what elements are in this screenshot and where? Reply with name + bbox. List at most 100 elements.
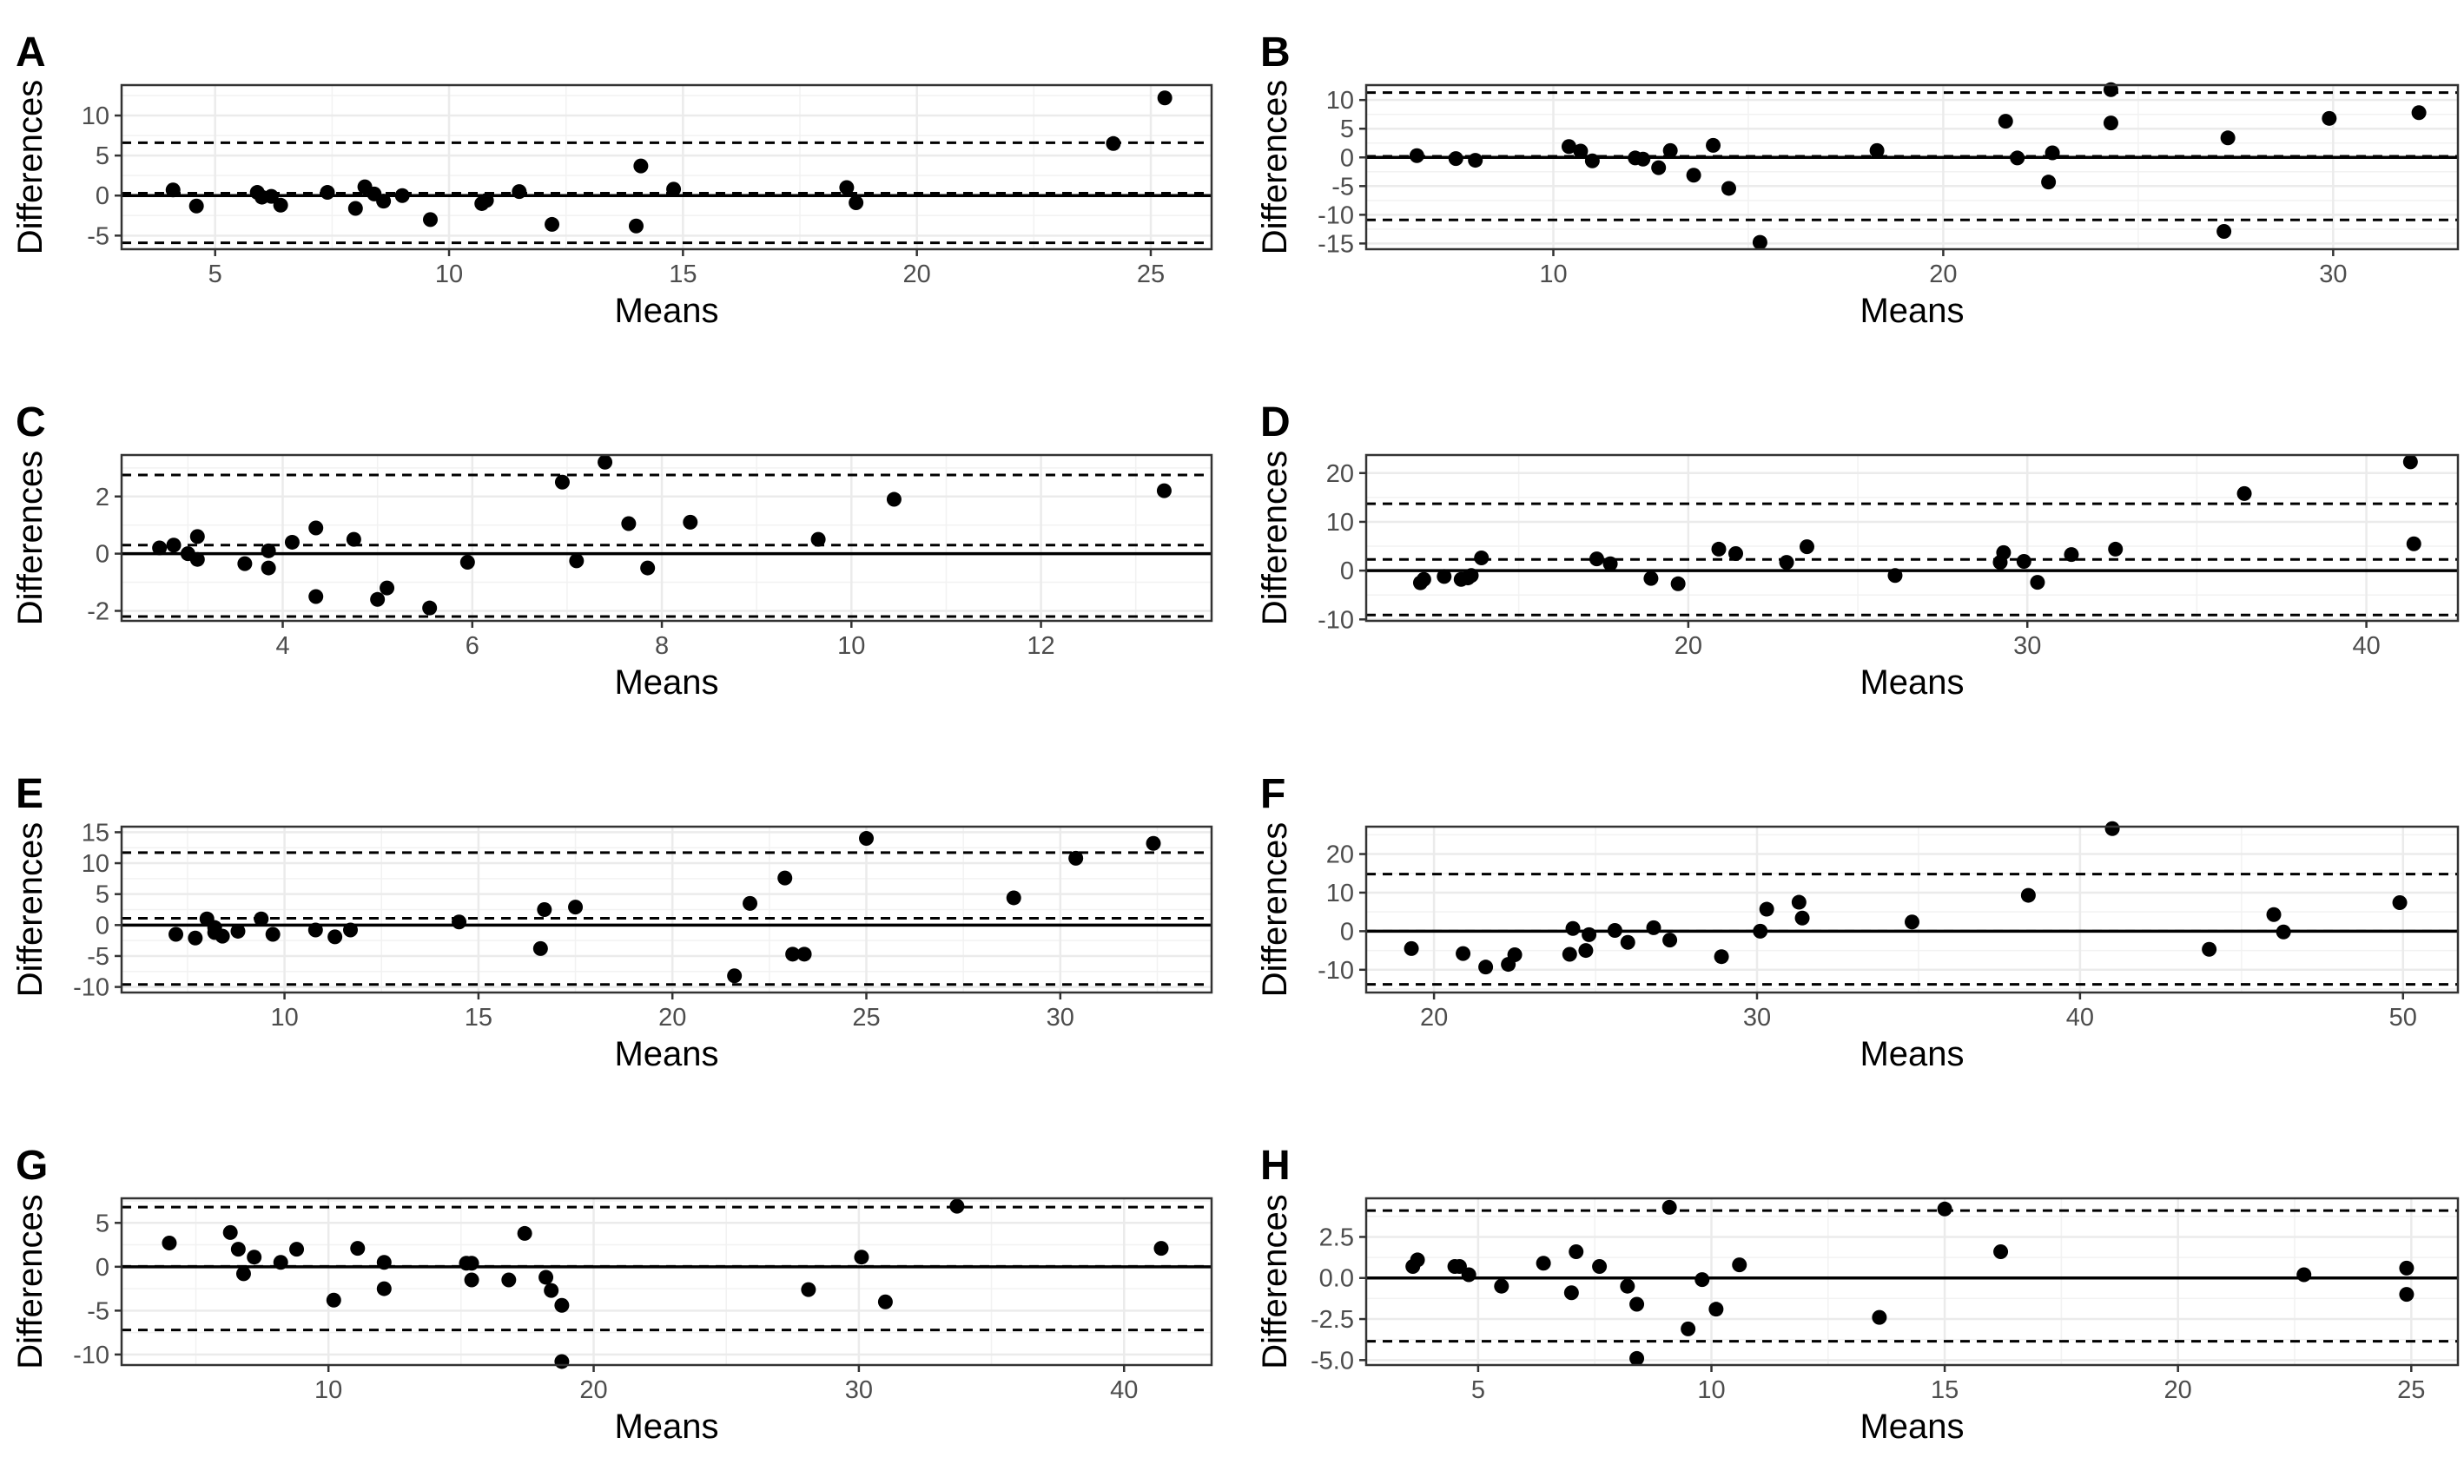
data-point [166,538,182,553]
data-point [2266,907,2282,922]
data-point [326,1292,341,1308]
x-tick-label: 20 [1929,261,1957,288]
data-point [479,193,494,208]
data-point [2202,941,2217,957]
data-point [1872,1309,1887,1325]
y-axis-title: Differences [11,451,50,626]
x-tick-label: 20 [2164,1376,2192,1404]
data-point [1620,934,1635,950]
data-point [1752,234,1767,250]
data-point [1602,556,1618,571]
y-tick-label: -5.0 [1311,1347,1354,1375]
x-axis-title: Means [614,1035,718,1073]
data-point [1794,910,1810,926]
data-point [1468,153,1483,168]
data-point [263,188,279,204]
data-point [1779,555,1794,571]
x-tick-label: 10 [270,1004,298,1032]
data-point [517,1225,532,1241]
data-point [1404,940,1419,956]
panel-h: 5 10 15 20 25 -5.0 -2.5 0.0 2.5 Means Differences H [1256,1143,2460,1446]
panel-letter: D [1260,399,1291,445]
data-point [152,540,168,556]
data-point [1006,890,1021,906]
data-point [284,534,300,550]
data-point [545,216,560,232]
y-tick-label: -5 [1331,173,1354,201]
data-point [347,201,363,216]
y-tick-label: 10 [1326,87,1354,115]
data-point [2216,224,2232,240]
y-axis-title: Differences [11,1194,50,1369]
y-tick-label: -10 [1318,957,1354,985]
data-point [554,474,570,490]
plot-area [122,455,1212,621]
data-point [1643,571,1659,586]
data-point [1478,960,1494,975]
data-point [464,1256,479,1271]
data-point [380,580,395,596]
data-point [343,922,359,938]
data-point [1629,1350,1645,1366]
data-point [459,554,475,570]
data-point [1561,139,1576,155]
data-point [188,198,204,214]
data-point [1157,90,1173,106]
x-tick-label: 5 [208,261,222,288]
data-point [289,1242,305,1257]
x-axis-title: Means [1860,1035,1964,1073]
y-tick-label: 5 [96,142,109,170]
panel-letter: E [16,771,43,817]
data-point [785,946,801,962]
y-tick-label: 2.5 [1319,1223,1354,1251]
panel-letter: H [1260,1143,1291,1189]
x-tick-label: 10 [837,632,865,660]
data-point [1996,544,2011,560]
panel-e: 10 15 20 25 30 -10 -5 0 5 10 15 Means Differences E [11,771,1213,1073]
data-point [2020,887,2036,903]
data-point [370,591,386,607]
data-point [2010,150,2025,166]
data-point [810,531,826,547]
y-tick-label: 5 [96,881,109,909]
y-tick-label: -5 [87,1297,109,1325]
y-axis-title: Differences [1256,822,1294,998]
data-point [859,831,875,847]
y-tick-label: -10 [73,974,109,1002]
data-point [1732,1257,1747,1273]
data-point [350,1241,366,1256]
data-point [1565,920,1581,936]
data-point [1791,894,1807,910]
x-tick-label: 30 [1047,1004,1074,1032]
data-point [1670,576,1686,591]
data-point [1416,571,1431,587]
data-point [1578,943,1594,959]
y-axis-title: Differences [1256,451,1294,626]
data-point [215,928,230,944]
x-tick-label: 40 [2066,1004,2094,1032]
data-point [2064,547,2079,563]
data-point [1998,114,2013,129]
x-tick-label: 6 [466,632,479,660]
data-point [1937,1201,1952,1217]
y-tick-label: -2 [87,597,109,625]
x-tick-label: 10 [314,1376,342,1404]
data-point [394,188,410,203]
data-point [777,870,793,886]
data-point [1536,1256,1551,1271]
x-tick-label: 20 [658,1004,686,1032]
data-point [162,1236,177,1251]
data-point [1562,946,1577,962]
panel-c: 4 6 8 10 12 -2 0 2 Means Differences C [11,399,1213,702]
x-tick-label: 15 [465,1004,492,1032]
panel-border [120,825,1213,994]
x-tick-label: 20 [903,261,931,288]
panel-letter: C [16,399,46,445]
x-tick-label: 30 [845,1376,873,1404]
y-tick-label: 2 [96,484,109,511]
data-point [633,158,649,174]
data-point [2276,924,2291,940]
data-point [683,514,698,530]
x-axis-title: Means [1860,292,1964,330]
